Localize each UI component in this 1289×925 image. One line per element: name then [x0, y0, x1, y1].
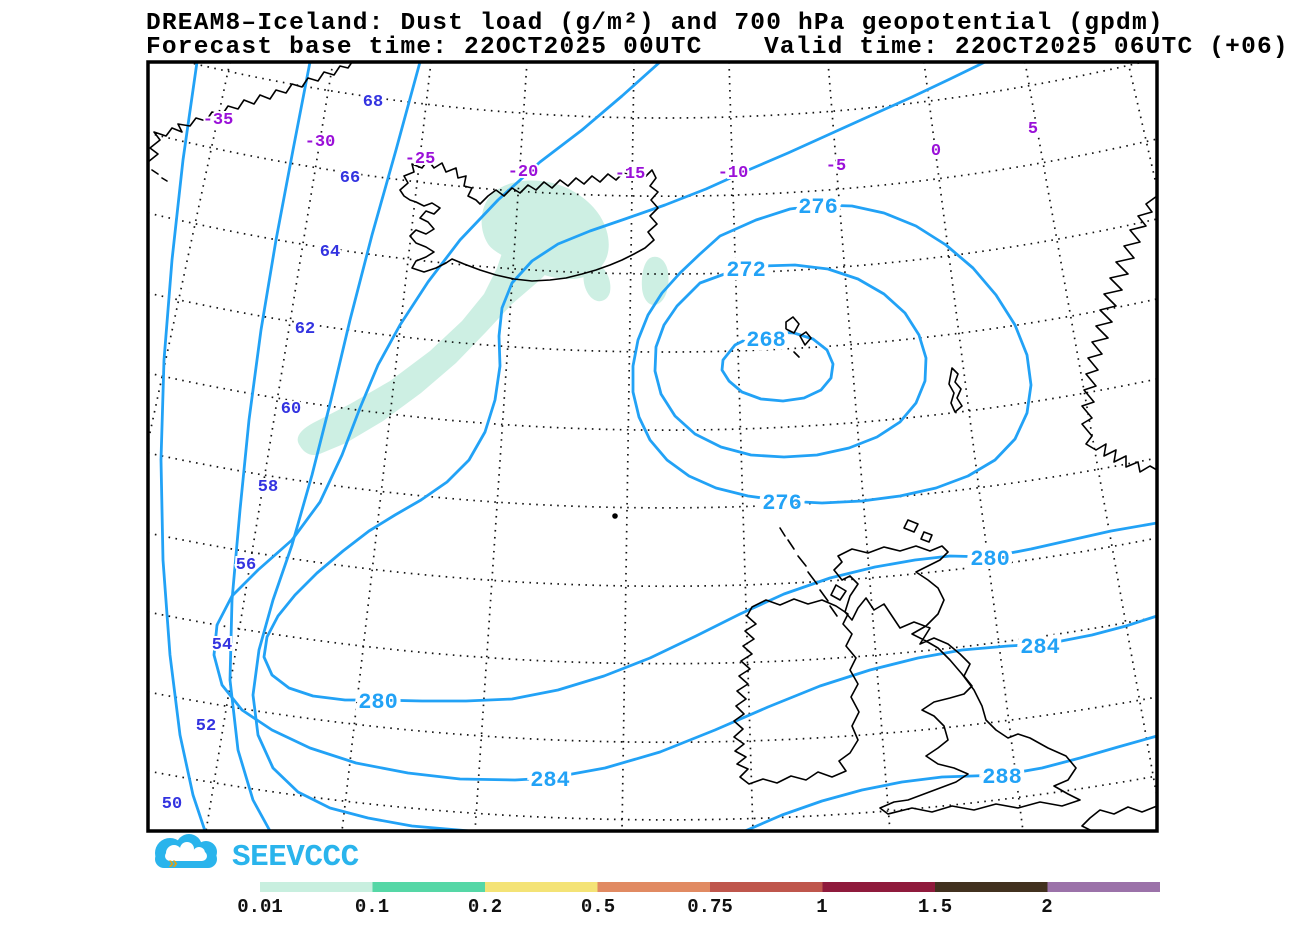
contour-label-276-south: 276 — [762, 491, 802, 516]
seevccc-logo: » SEEVCCC — [155, 834, 359, 875]
lon-label: -30 — [305, 133, 336, 152]
norway-coast — [1081, 195, 1157, 473]
chart-title: DREAM8–Iceland: Dust load (g/m²) and 700… — [146, 10, 1164, 37]
contour-west-1 — [159, 62, 207, 831]
chart-header: DREAM8–Iceland: Dust load (g/m²) and 700… — [146, 10, 1289, 61]
valid-time: Valid time: 22OCT2025 06UTC (+06) — [764, 34, 1289, 61]
hebrides-islands — [779, 527, 847, 617]
lat-label: 66 — [340, 169, 360, 188]
map-border — [146, 60, 1159, 833]
ireland-coast — [733, 598, 860, 785]
colorbar-tick: 1.5 — [918, 896, 952, 918]
colorbar-tick: 2 — [1041, 896, 1052, 918]
colorbar-segment — [372, 882, 485, 892]
colorbar-tick: 1 — [816, 896, 827, 918]
lon-label: -10 — [718, 164, 749, 183]
dust-colorbar: 0.01 0.1 0.2 0.5 0.75 1 1.5 2 — [237, 882, 1160, 918]
iceland-coast — [399, 159, 659, 282]
contour-label-268: 268 — [746, 328, 786, 353]
contour-west-2 — [228, 62, 312, 831]
lat-label: 58 — [258, 478, 278, 497]
dust-patch-iceland — [481, 180, 609, 280]
lat-label: 68 — [363, 93, 383, 112]
lat-label: 62 — [295, 320, 315, 339]
lat-label: 52 — [196, 717, 216, 736]
contour-label-280-east: 280 — [970, 547, 1010, 572]
orkney-islands — [903, 519, 933, 543]
colorbar-segment — [822, 882, 935, 892]
colorbar-tick: 0.01 — [237, 896, 283, 918]
geopotential-contours — [159, 62, 1157, 831]
contour-value-labels: 276 272 268 276 280 284 280 284 288 — [354, 191, 1064, 797]
colorbar-tick: 0.1 — [355, 896, 389, 918]
contour-288 — [743, 734, 1157, 831]
colorbar-segment — [597, 882, 710, 892]
map-area: -35 -30 -25 -20 -15 -10 -5 0 5 68 66 64 … — [148, 62, 1157, 831]
shetland-islands — [948, 367, 963, 413]
colorbar-segment — [485, 882, 598, 892]
greenland-coast — [148, 62, 353, 163]
greenland-islets — [151, 169, 168, 182]
colorbar-segment — [935, 882, 1048, 892]
colorbar-segment — [1047, 882, 1160, 892]
contour-280 — [262, 62, 1157, 703]
lon-label: -15 — [615, 165, 646, 184]
contour-label-288: 288 — [982, 765, 1022, 790]
lat-label: 50 — [162, 795, 182, 814]
contour-268-loop — [720, 330, 835, 403]
colorbar-segment — [710, 882, 823, 892]
graticule — [148, 62, 1157, 831]
lat-label: 64 — [320, 243, 340, 262]
logo-text: SEEVCCC — [232, 840, 359, 875]
contour-label-284-west: 284 — [530, 768, 570, 793]
rockall-islet — [612, 513, 618, 519]
colorbar-tick: 0.2 — [468, 896, 502, 918]
lon-label: -35 — [203, 111, 234, 130]
contour-label-280-west: 280 — [358, 690, 398, 715]
chevron-icon: » — [168, 855, 178, 874]
contour-west-3 — [251, 62, 472, 831]
lon-label: 0 — [931, 142, 941, 161]
longitude-labels: -35 -30 -25 -20 -15 -10 -5 0 5 — [201, 109, 1040, 186]
channel-coast — [1081, 805, 1157, 831]
contour-272-loop — [653, 263, 928, 459]
faroe-islands — [785, 316, 812, 358]
lon-label: 5 — [1028, 120, 1038, 139]
colorbar-ticks: 0.01 0.1 0.2 0.5 0.75 1 1.5 2 — [237, 896, 1053, 918]
colorbar-segment — [260, 882, 373, 892]
cloud-icon: » — [155, 834, 217, 874]
lat-label: 56 — [236, 556, 256, 575]
contour-284 — [212, 62, 1157, 782]
forecast-base-time: Forecast base time: 22OCT2025 00UTC — [146, 34, 703, 61]
contour-label-276-north: 276 — [798, 195, 838, 220]
contour-label-284-east: 284 — [1020, 635, 1060, 660]
lon-label: -25 — [405, 150, 436, 169]
lat-label: 60 — [281, 400, 301, 419]
lon-label: -5 — [826, 157, 846, 176]
lon-label: -20 — [508, 163, 539, 182]
great-britain-coast — [833, 545, 1081, 815]
colorbar-tick: 0.75 — [687, 896, 733, 918]
latitude-labels: 68 66 64 62 60 58 56 54 52 50 — [160, 91, 385, 816]
contour-label-272: 272 — [726, 258, 766, 283]
lat-label: 54 — [212, 636, 232, 655]
contour-276-loop — [631, 203, 1033, 505]
coastlines — [148, 62, 1157, 831]
colorbar-tick: 0.5 — [581, 896, 615, 918]
